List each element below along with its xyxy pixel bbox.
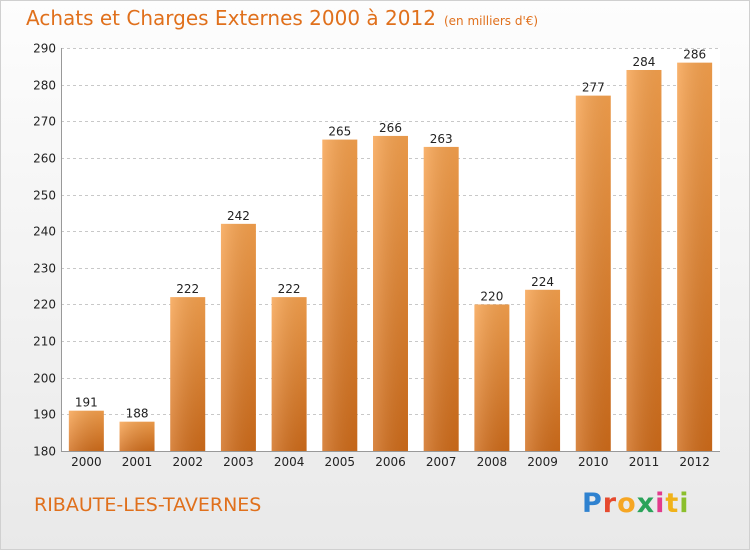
x-tick-label: 2004 [274, 455, 305, 469]
proxiti-logo: Proxiti [582, 488, 690, 519]
bar-shade [220, 223, 256, 451]
y-tick-label: 270 [33, 115, 56, 129]
bar-value-label: 220 [480, 289, 503, 303]
bar-shade [423, 146, 459, 451]
bar-value-label: 263 [430, 132, 453, 146]
bar-shade [170, 297, 206, 451]
bar-value-label: 286 [683, 48, 706, 62]
chart-title: Achats et Charges Externes 2000 à 2012 (e… [26, 6, 538, 30]
y-tick-label: 210 [33, 335, 56, 349]
bar-value-label: 188 [126, 407, 149, 421]
y-tick-label: 190 [33, 408, 56, 422]
bar-shade [373, 135, 408, 451]
bar-value-label: 191 [75, 396, 98, 410]
chart-title-text: Achats et Charges Externes 2000 à 2012 [26, 6, 436, 30]
bar-shade [271, 297, 307, 451]
bar-value-label: 224 [531, 275, 554, 289]
logo-letter: t [665, 488, 680, 519]
location-name: RIBAUTE-LES-TAVERNES [34, 494, 262, 516]
logo-letter: o [617, 488, 637, 519]
bar-shade [322, 139, 358, 451]
logo-letter: i [655, 488, 666, 519]
x-tick-label: 2010 [578, 455, 609, 469]
y-tick-label: 290 [33, 42, 56, 56]
y-tick-label: 250 [33, 189, 56, 203]
bar-shade [68, 410, 104, 451]
logo-letter: P [582, 488, 603, 519]
bar-value-label: 266 [379, 121, 402, 135]
x-tick-label: 2000 [71, 455, 102, 469]
logo-letter: i [679, 488, 690, 519]
bar-value-label: 222 [176, 282, 199, 296]
bar-value-label: 284 [633, 55, 656, 69]
x-tick-label: 2007 [426, 455, 457, 469]
x-tick-label: 2012 [679, 455, 710, 469]
bar-shade [525, 289, 561, 451]
y-tick-label: 260 [33, 152, 56, 166]
y-tick-label: 180 [33, 445, 56, 459]
bar-shade [575, 95, 611, 452]
x-tick-label: 2011 [629, 455, 660, 469]
logo-letter: r [602, 488, 618, 519]
bar-value-label: 242 [227, 209, 250, 223]
bar-shade [474, 304, 510, 451]
y-tick-label: 200 [33, 372, 56, 386]
x-tick-label: 2008 [477, 455, 508, 469]
y-tick-label: 240 [33, 225, 56, 239]
x-tick-label: 2005 [325, 455, 356, 469]
bar-value-label: 222 [278, 282, 301, 296]
x-tick-label: 2002 [172, 455, 203, 469]
bar-value-label: 265 [328, 125, 351, 139]
chart-subtitle: (en milliers d'€) [443, 14, 539, 28]
y-tick-label: 230 [33, 262, 56, 276]
x-tick-label: 2003 [223, 455, 254, 469]
x-tick-label: 2009 [527, 455, 558, 469]
x-tick-label: 2006 [375, 455, 406, 469]
y-tick-label: 280 [33, 79, 56, 93]
y-axis: 180 190 200 210 220 230 240 250 260 270 280 290 [33, 42, 62, 459]
bar-shade [626, 69, 662, 452]
bar-value-label: 277 [582, 81, 605, 95]
logo-letter: x [636, 488, 656, 519]
bar-shade [677, 62, 713, 452]
bar-shade [119, 421, 155, 451]
x-axis: 2000 2001 2002 2003 2004 2005 2006 2007 2008 2009… [61, 451, 720, 469]
bars: 191 188 222 242 222 265 266 263 220 224 277 284 286 [68, 48, 713, 452]
x-tick-label: 2001 [122, 455, 153, 469]
y-tick-label: 220 [33, 298, 56, 312]
